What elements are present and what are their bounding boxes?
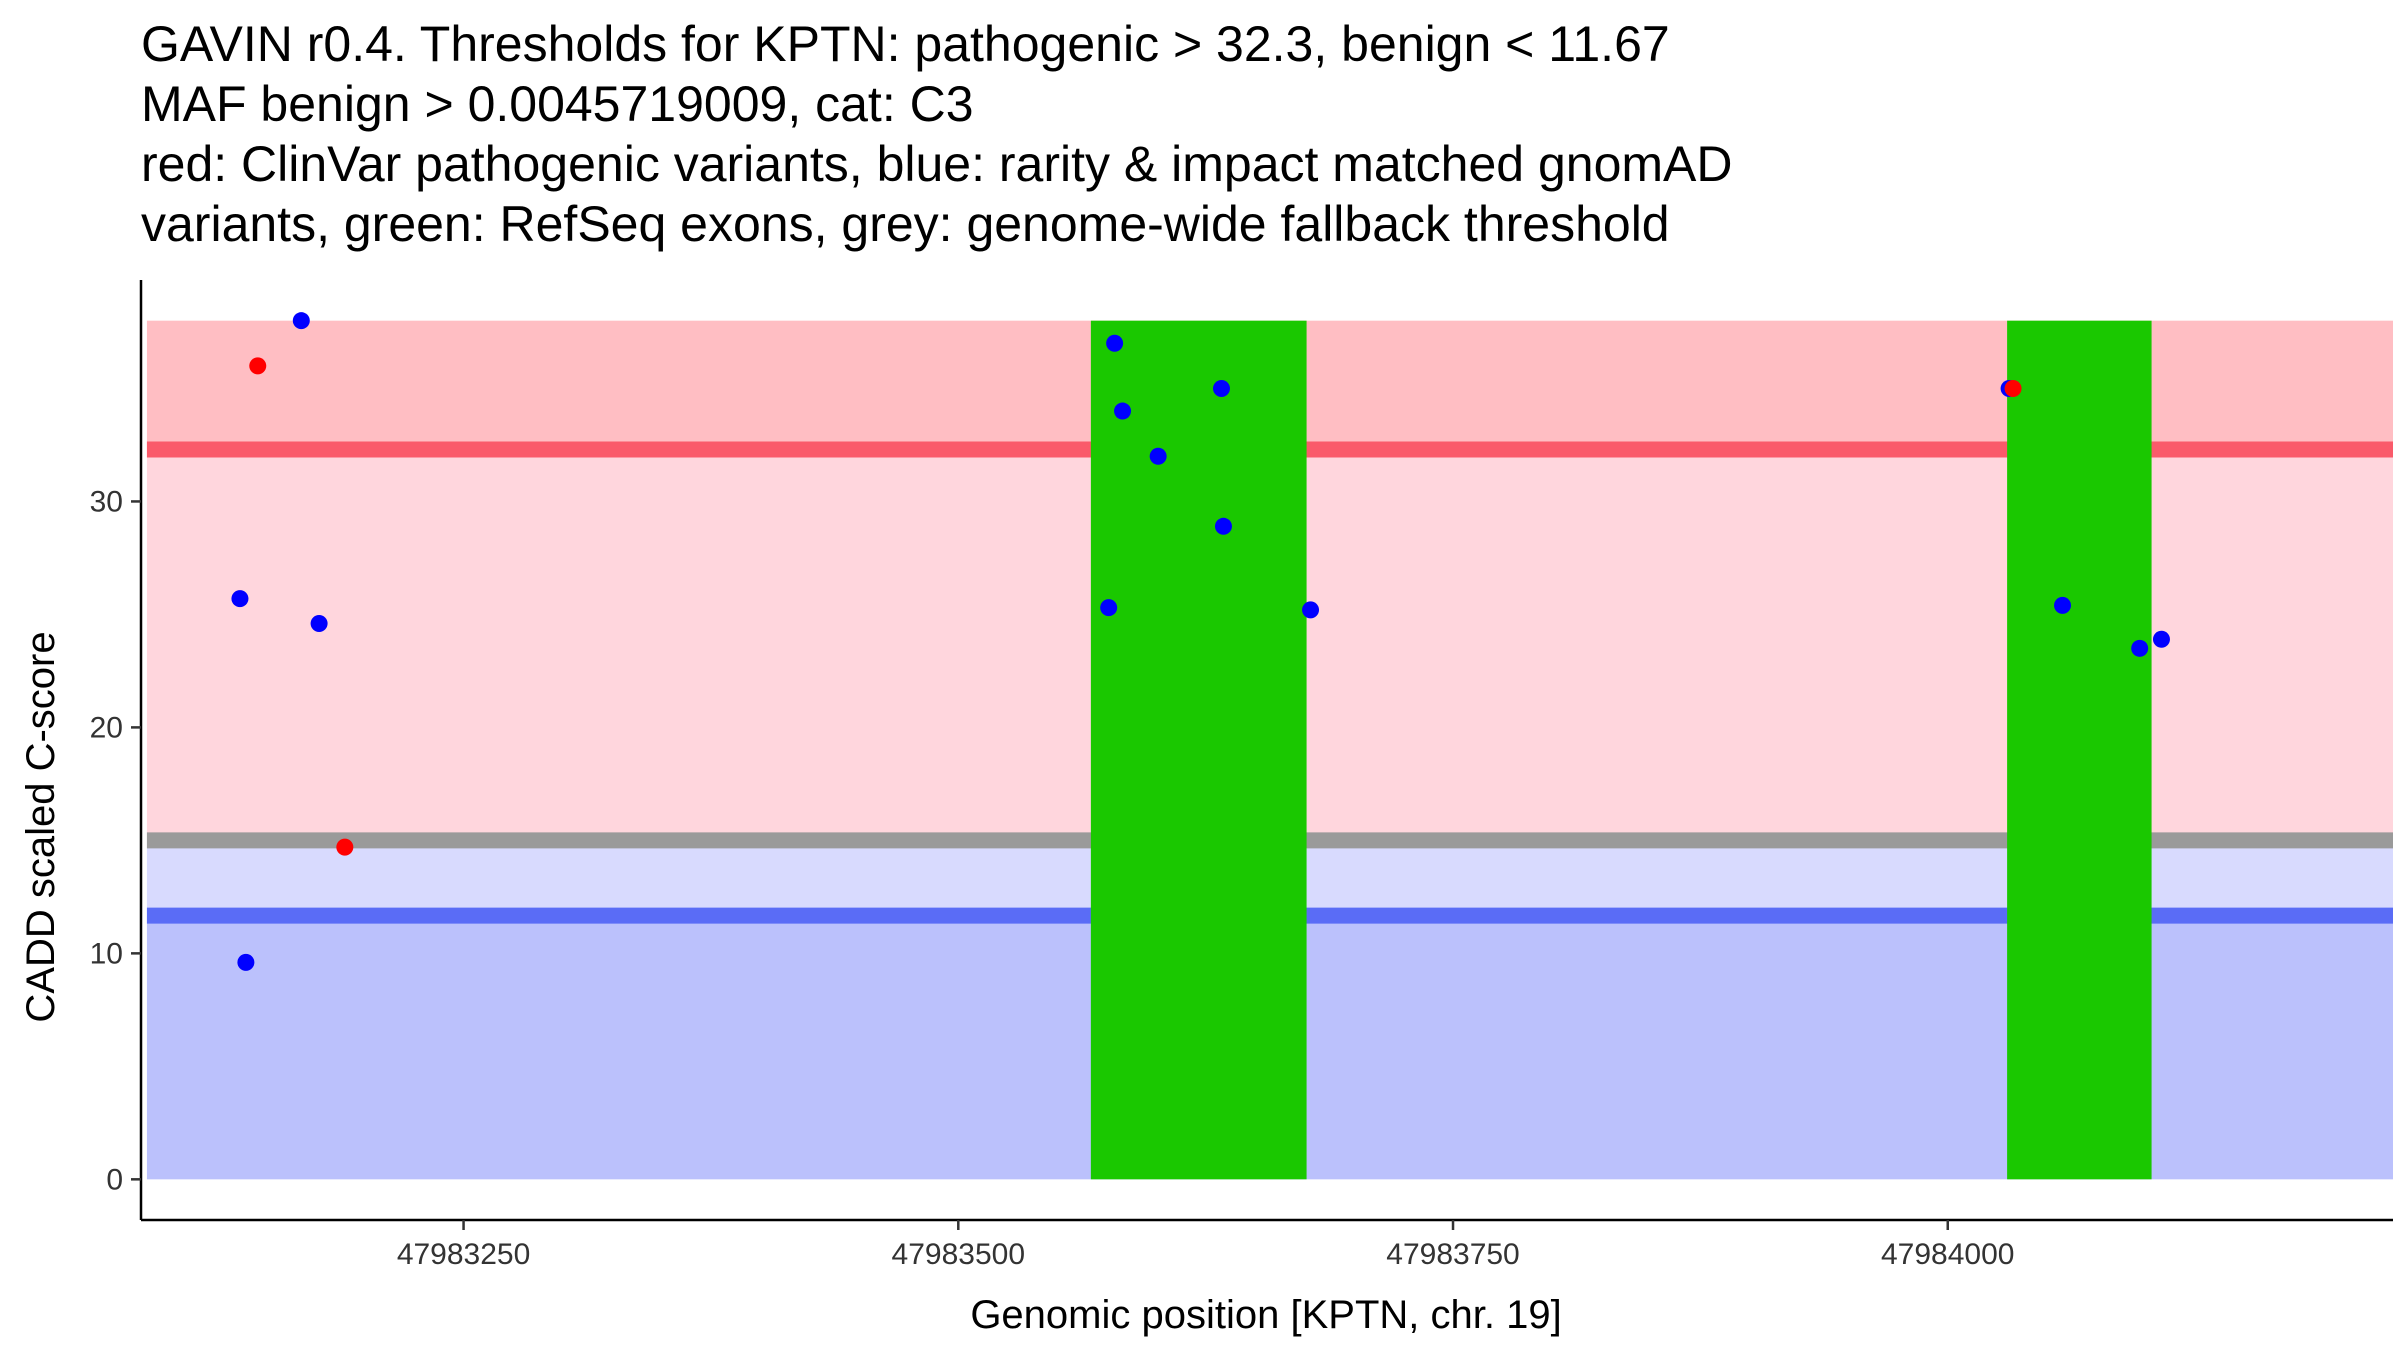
x-tick-label-4: 47984000	[1881, 1238, 2014, 1271]
gnomad-point-9	[1212, 379, 1230, 397]
y-tick-label-4: 30	[90, 485, 123, 518]
title-line-4: variants, green: RefSeq exons, grey: gen…	[141, 196, 1670, 252]
exon-2	[2007, 320, 2152, 1180]
gnomad-point-2	[237, 953, 255, 971]
y-tick-label-3: 20	[90, 711, 123, 744]
x-tick-label-1: 47983250	[397, 1238, 530, 1271]
plot-area	[146, 312, 2393, 1180]
clinvar-point-3	[2004, 379, 2022, 397]
gnomad-point-13	[2054, 596, 2072, 614]
x-tick-label-3: 47983750	[1386, 1238, 1519, 1271]
gnomad-point-14	[2131, 639, 2149, 657]
clinvar-point-2	[336, 838, 354, 856]
gnomad-point-3	[292, 312, 310, 330]
x-tick-label-2: 47983500	[892, 1238, 1025, 1271]
exon-1	[1090, 320, 1307, 1180]
y-axis-title: CADD scaled C-score	[19, 631, 63, 1022]
gnomad-point-11	[1302, 601, 1320, 619]
gnomad-point-8	[1149, 447, 1167, 465]
gnomad-point-1	[231, 590, 249, 608]
gnomad-point-7	[1114, 402, 1132, 420]
clinvar-point-1	[249, 357, 267, 375]
title-line-3: red: ClinVar pathogenic variants, blue: …	[141, 136, 1732, 192]
gnomad-point-10	[1214, 517, 1232, 535]
x-axis-title: Genomic position [KPTN, chr. 19]	[970, 1293, 1561, 1337]
axes: 47983250 47983500 47983750 47984000 0 10 20 30	[90, 280, 2393, 1271]
y-tick-label-2: 10	[90, 937, 123, 970]
gnomad-point-15	[2152, 630, 2170, 648]
gnomad-point-5	[1100, 599, 1118, 617]
y-tick-label-1: 0	[106, 1163, 123, 1196]
title-line-2: MAF benign > 0.0045719009, cat: C3	[141, 76, 974, 132]
gnomad-point-6	[1106, 334, 1124, 352]
chart-title: GAVIN r0.4. Thresholds for KPTN: pathoge…	[141, 16, 1732, 252]
title-line-1: GAVIN r0.4. Thresholds for KPTN: pathoge…	[141, 16, 1670, 72]
gnomad-point-4	[310, 614, 328, 632]
